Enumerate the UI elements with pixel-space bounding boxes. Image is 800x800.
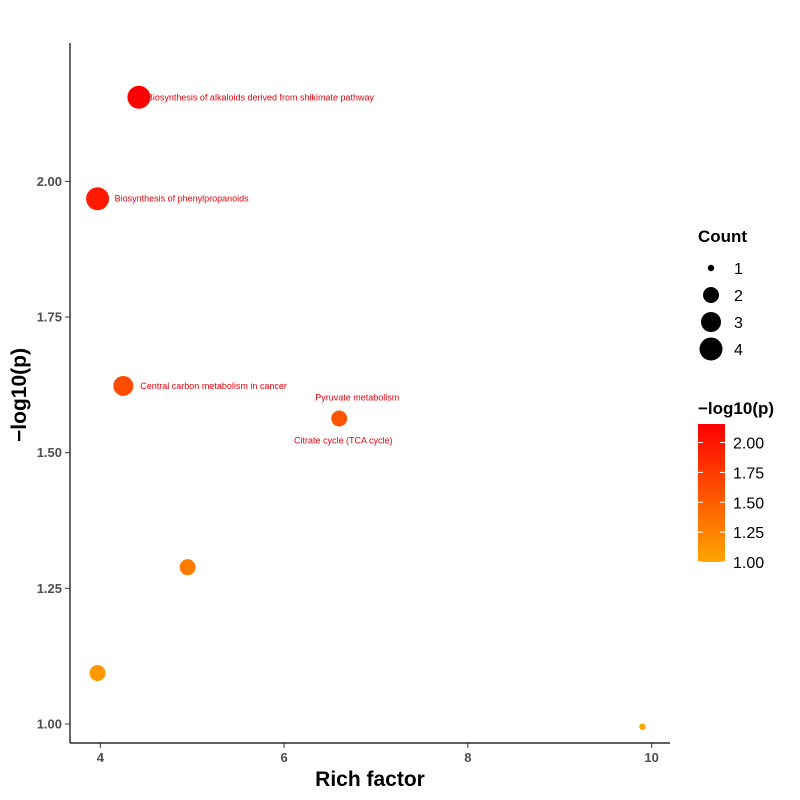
- y-axis-title: −log10(p): [8, 348, 31, 442]
- colorbar-label: 1.50: [733, 495, 764, 512]
- axes: 4 6 8 10 1.00 1.25 1.50 1.75 2.00: [37, 43, 670, 765]
- point-label: Pyruvate metabolism: [315, 393, 399, 403]
- legend-count-label: 4: [734, 342, 743, 359]
- data-point: [179, 559, 196, 576]
- data-points: [86, 85, 646, 730]
- colorbar-label: 2.00: [733, 436, 764, 453]
- data-point: [86, 187, 110, 211]
- legend-count-label: 3: [734, 315, 743, 332]
- legend-count: Count 1 2 3 4: [698, 227, 747, 361]
- x-tick-label: 4: [97, 750, 105, 765]
- legend-count-label: 1: [734, 261, 743, 278]
- legend-count-label: 2: [734, 288, 743, 305]
- colorbar-label: 1.75: [733, 465, 764, 482]
- data-point: [331, 410, 348, 427]
- x-tick-label: 8: [464, 750, 471, 765]
- data-point: [639, 723, 646, 730]
- data-point: [127, 85, 151, 109]
- data-point: [89, 665, 106, 681]
- y-tick-label: 2.00: [37, 174, 62, 189]
- colorbar-label: 1.25: [733, 525, 764, 542]
- data-point: [113, 375, 134, 396]
- point-label: Biosynthesis of phenylpropanoids: [115, 194, 250, 204]
- point-labels: Biosynthesis of alkaloids derived from s…: [115, 92, 400, 445]
- legend-count-key: [701, 312, 721, 332]
- legend-colorbar: −log10(p) 2.00 1.75 1.50 1.25 1.00: [698, 399, 774, 572]
- colorbar-label: 1.00: [733, 555, 764, 572]
- colorbar-gradient: [698, 424, 725, 562]
- x-axis-title: Rich factor: [315, 768, 425, 791]
- point-label: Citrate cycle (TCA cycle): [294, 436, 393, 446]
- y-tick-label: 1.50: [37, 445, 62, 460]
- point-label: Biosynthesis of alkaloids derived from s…: [147, 92, 375, 102]
- y-tick-label: 1.00: [37, 717, 62, 732]
- legend-count-title: Count: [698, 227, 747, 246]
- x-tick-label: 6: [280, 750, 287, 765]
- y-tick-label: 1.25: [37, 581, 62, 596]
- legend-count-key: [699, 337, 723, 361]
- legend-count-key: [703, 287, 719, 303]
- point-label: Central carbon metabolism in cancer: [140, 381, 287, 391]
- x-tick-label: 10: [644, 750, 658, 765]
- legend-count-key: [707, 264, 715, 272]
- legend-colorbar-title: −log10(p): [698, 399, 774, 418]
- y-tick-label: 1.75: [37, 310, 62, 325]
